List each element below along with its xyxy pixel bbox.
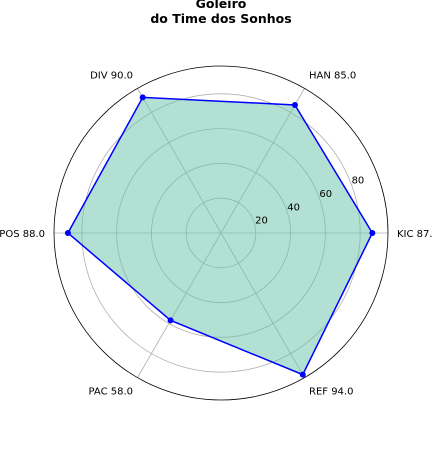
data-point-div bbox=[139, 94, 146, 101]
axis-label-pac: PAC 58.0 bbox=[89, 386, 133, 397]
chart-title-line-2: do Time dos Sonhos bbox=[150, 11, 291, 26]
axis-label-pos: POS 88.0 bbox=[0, 229, 45, 240]
data-point-han bbox=[291, 101, 298, 108]
radial-tick-label: 80 bbox=[352, 176, 365, 187]
data-point-kic bbox=[369, 230, 376, 236]
axis-label-div: DIV 90.0 bbox=[90, 71, 133, 82]
data-point-pac bbox=[167, 317, 174, 324]
radar-series bbox=[64, 94, 376, 378]
data-point-ref bbox=[299, 371, 306, 378]
radar-labels: 20 40 60 80 KIC 87.0 HAN 85.0 DIV 90.0 POS 88.0… bbox=[0, 71, 432, 398]
polar-frame bbox=[53, 65, 389, 401]
axis-label-kic: KIC 87.0 bbox=[397, 229, 432, 240]
radial-tick-label: 40 bbox=[287, 202, 300, 213]
radial-tick-label: 20 bbox=[255, 216, 268, 227]
radial-tick-label: 60 bbox=[319, 189, 332, 200]
series-area bbox=[67, 97, 373, 375]
data-point-pos bbox=[64, 230, 71, 236]
axis-label-han: HAN 85.0 bbox=[309, 71, 356, 82]
axis-label-ref: REF 94.0 bbox=[309, 386, 353, 397]
chart-title-line-1: Goleiro bbox=[196, 0, 247, 11]
